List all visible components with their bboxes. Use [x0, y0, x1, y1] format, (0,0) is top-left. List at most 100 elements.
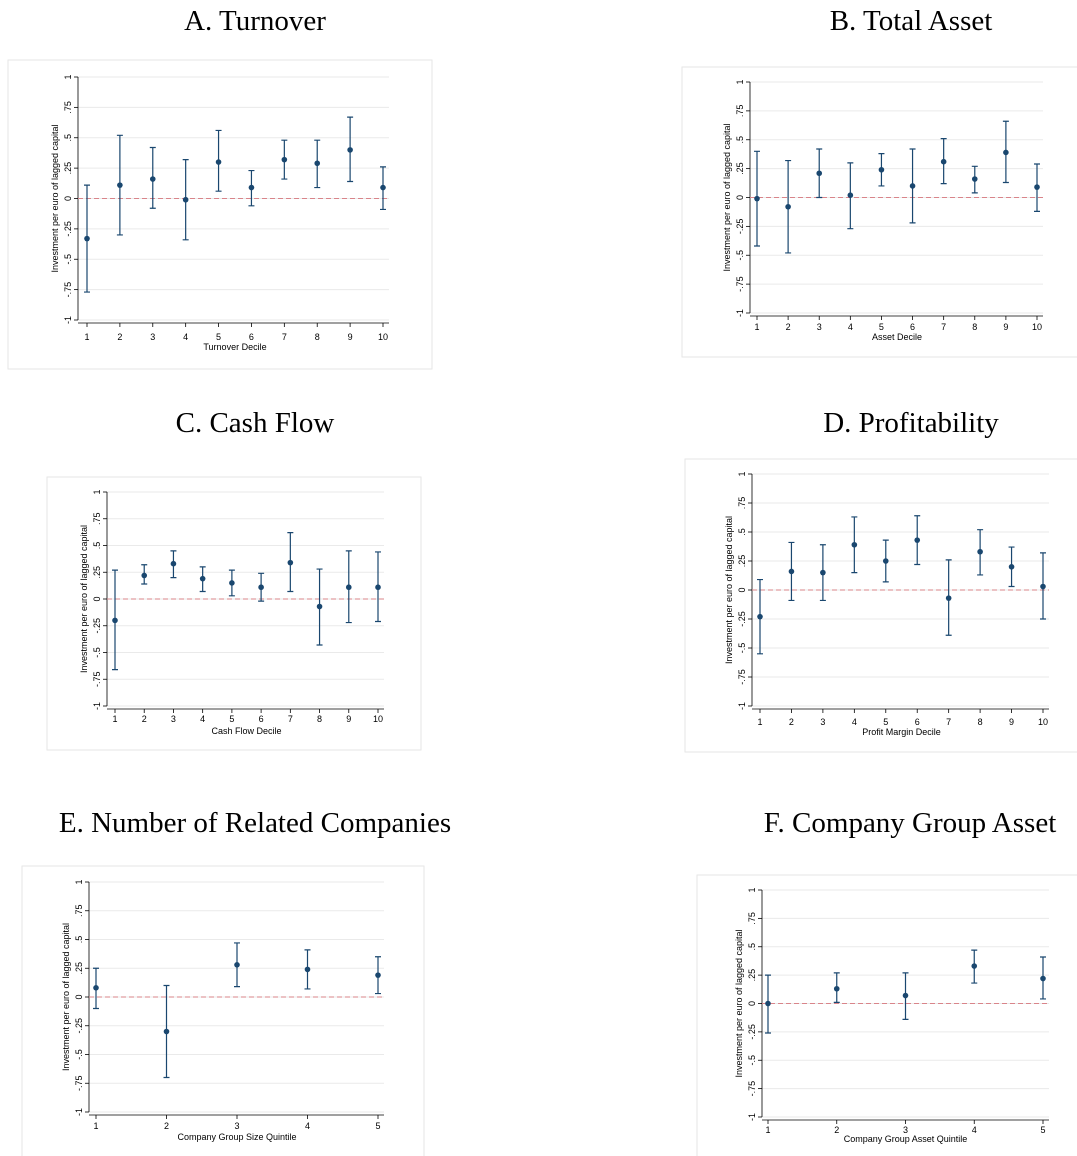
- y-tick-label: 1: [737, 471, 747, 476]
- x-tick-label: 1: [93, 1121, 98, 1131]
- y-tick-label: 0: [737, 587, 747, 592]
- y-tick-label: .5: [63, 134, 73, 142]
- x-tick-label: 2: [164, 1121, 169, 1131]
- x-tick-label: 2: [142, 714, 147, 724]
- point: [314, 160, 321, 167]
- point: [914, 537, 921, 543]
- point: [380, 184, 386, 191]
- y-tick-label: .75: [63, 101, 73, 114]
- x-tick-label: 2: [789, 717, 794, 727]
- x-tick-label: 10: [1038, 717, 1048, 727]
- plot-frame: [696, 874, 1077, 1156]
- point: [215, 159, 222, 165]
- y-axis-label: Investment per euro of lagged capital: [50, 124, 60, 272]
- x-tick-label: 1: [84, 332, 89, 342]
- point: [909, 183, 916, 189]
- y-axis-label: Investment per euro of lagged capital: [734, 929, 744, 1077]
- y-tick-label: -.75: [63, 282, 73, 298]
- y-tick-label: .5: [74, 936, 84, 944]
- point: [281, 156, 288, 163]
- point: [788, 568, 795, 575]
- x-tick-label: 3: [171, 714, 176, 724]
- x-tick-label: 2: [786, 322, 791, 332]
- y-tick-label: -.75: [735, 276, 745, 292]
- point: [182, 196, 189, 203]
- x-tick-label: 9: [1003, 322, 1008, 332]
- y-tick-label: -1: [747, 1113, 757, 1121]
- plot-frame: [681, 66, 1077, 358]
- point: [199, 575, 206, 582]
- point: [375, 972, 381, 978]
- x-axis-label: Company Group Size Quintile: [177, 1132, 296, 1142]
- x-tick-label: 3: [150, 332, 155, 342]
- x-tick-label: 3: [903, 1125, 908, 1135]
- point: [234, 962, 240, 968]
- x-axis-label: Asset Decile: [872, 332, 922, 342]
- point: [971, 176, 978, 182]
- y-tick-label: 1: [63, 74, 73, 79]
- panel: F. Company Group Asset -1 -.75 -.5 -.25 0 .25.…: [696, 807, 1077, 1156]
- plot-frame: [7, 59, 433, 370]
- x-tick-label: 7: [282, 332, 287, 342]
- y-tick-label: .75: [747, 912, 757, 925]
- x-tick-label: 5: [879, 322, 884, 332]
- y-tick-label: .25: [92, 566, 102, 579]
- x-tick-label: 6: [249, 332, 254, 342]
- y-tick-label: 1: [92, 489, 102, 494]
- panel-title: E. Number of Related Companies: [59, 807, 451, 839]
- point: [765, 1000, 771, 1007]
- x-tick-label: 6: [915, 717, 920, 727]
- x-tick-label: 5: [883, 717, 888, 727]
- y-axis-label: Investment per euro of lagged capital: [79, 525, 89, 673]
- point: [248, 184, 255, 191]
- x-tick-label: 9: [348, 332, 353, 342]
- y-tick-label: .75: [735, 105, 745, 118]
- y-tick-label: -1: [63, 316, 73, 324]
- panel-title: C. Cash Flow: [176, 407, 335, 439]
- point: [878, 166, 885, 173]
- point: [940, 158, 947, 165]
- y-tick-label: -.75: [747, 1081, 757, 1097]
- y-tick-label: .5: [747, 943, 757, 951]
- point: [945, 595, 952, 601]
- x-tick-label: 7: [941, 322, 946, 332]
- point: [847, 192, 854, 198]
- point: [757, 613, 763, 620]
- panel: B. Total Asset -1 -.75 -.5 -.25 0 .25 .5 .75 1 1 2 3…: [681, 5, 1077, 358]
- y-tick-label: -.75: [92, 671, 102, 687]
- y-tick-label: -.75: [737, 669, 747, 685]
- x-tick-label: 1: [754, 322, 759, 332]
- y-tick-label: .25: [63, 162, 73, 175]
- x-tick-label: 3: [234, 1121, 239, 1131]
- y-tick-label: -.75: [74, 1075, 84, 1091]
- x-tick-label: 5: [1040, 1125, 1045, 1135]
- point: [93, 985, 99, 991]
- point: [375, 584, 381, 591]
- panel: E. Number of Related Companies -1 -.75 -.5 -…: [21, 807, 451, 1156]
- y-tick-label: 1: [747, 887, 757, 892]
- y-tick-label: -1: [74, 1108, 84, 1116]
- y-tick-label: -.5: [92, 647, 102, 658]
- point: [229, 580, 235, 586]
- point: [170, 560, 177, 567]
- y-tick-label: -.25: [92, 618, 102, 634]
- x-tick-label: 10: [1032, 322, 1042, 332]
- point: [971, 963, 978, 969]
- point: [833, 985, 840, 992]
- y-tick-label: -.25: [737, 611, 747, 627]
- x-tick-label: 5: [229, 714, 234, 724]
- y-tick-label: .5: [735, 136, 745, 144]
- x-tick-label: 2: [834, 1125, 839, 1135]
- x-tick-label: 5: [216, 332, 221, 342]
- point: [345, 584, 352, 591]
- x-tick-label: 1: [757, 717, 762, 727]
- panel-title: B. Total Asset: [830, 5, 993, 37]
- point: [347, 147, 353, 153]
- y-tick-label: 0: [92, 596, 102, 601]
- x-tick-label: 3: [817, 322, 822, 332]
- x-tick-label: 4: [972, 1125, 977, 1135]
- point: [1040, 975, 1046, 982]
- panel-title: F. Company Group Asset: [764, 807, 1057, 839]
